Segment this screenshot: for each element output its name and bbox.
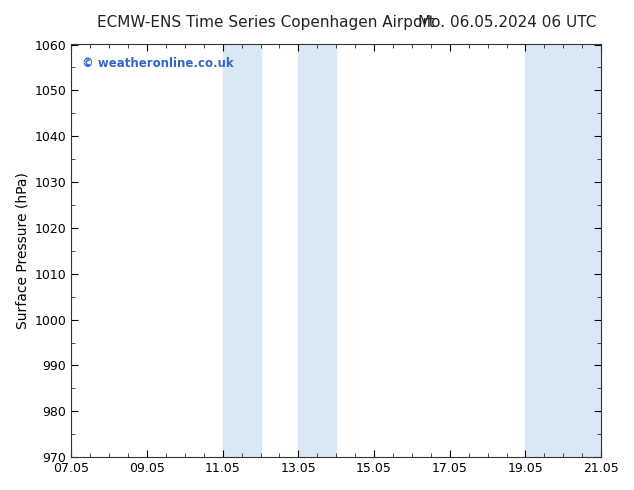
Bar: [526, 45, 563, 457]
Y-axis label: Surface Pressure (hPa): Surface Pressure (hPa): [15, 172, 29, 329]
Text: Mo. 06.05.2024 06 UTC: Mo. 06.05.2024 06 UTC: [418, 15, 597, 30]
Bar: [223, 45, 261, 457]
Text: © weatheronline.co.uk: © weatheronline.co.uk: [82, 57, 233, 70]
Bar: [563, 45, 601, 457]
Bar: [299, 45, 336, 457]
Text: ECMW-ENS Time Series Copenhagen Airport: ECMW-ENS Time Series Copenhagen Airport: [98, 15, 435, 30]
